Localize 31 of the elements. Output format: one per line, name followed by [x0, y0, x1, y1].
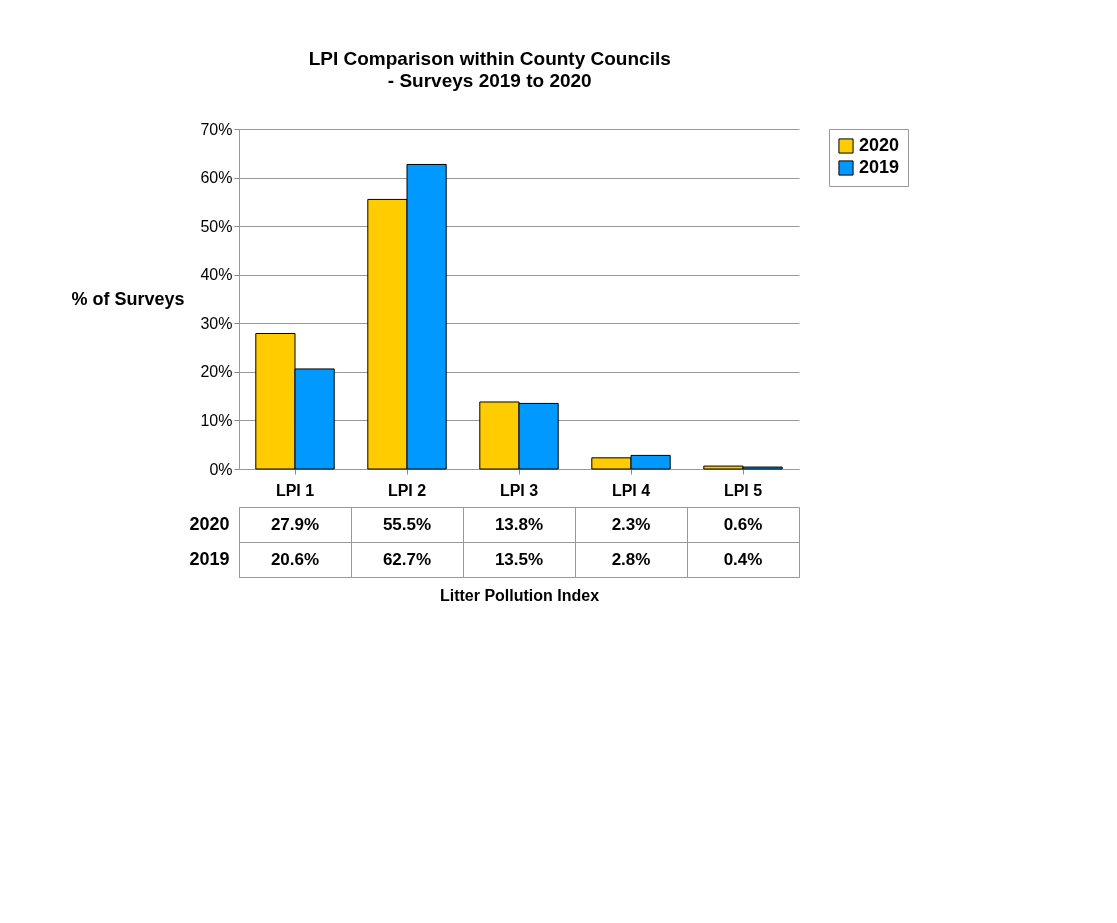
y-tick-label: 10%	[200, 411, 233, 429]
data-label: 55.5%	[382, 514, 432, 534]
x-tick-label: LPI 4	[611, 481, 651, 499]
data-label: 0.4%	[723, 549, 763, 569]
x-tick-label: LPI 2	[387, 481, 427, 499]
x-tick-label: LPI 1	[275, 481, 315, 499]
x-tick-label: LPI 3	[499, 481, 539, 499]
y-tick-label: 60%	[200, 169, 233, 187]
data-label: 13.5%	[494, 549, 544, 569]
data-label: 62.7%	[382, 549, 432, 569]
chart-title: LPI Comparison within County Councils	[308, 48, 671, 69]
data-label: 13.8%	[494, 514, 544, 534]
y-axis-title: % of Surveys	[71, 288, 185, 309]
data-label: 2.3%	[611, 514, 651, 534]
y-tick-label: 50%	[200, 217, 233, 235]
legend-label: 2019	[859, 157, 900, 177]
y-tick-label: 30%	[200, 314, 233, 332]
data-label: 20.6%	[270, 549, 320, 569]
chart-subtitle: - Surveys 2019 to 2020	[387, 70, 592, 91]
y-tick-label: 40%	[200, 266, 233, 284]
x-tick-label: LPI 5	[723, 481, 763, 499]
y-tick-label: 20%	[200, 363, 233, 381]
data-label: 2.8%	[611, 549, 651, 569]
text: 2019	[189, 549, 230, 569]
data-label: 27.9%	[270, 514, 320, 534]
text: 2020	[189, 514, 230, 534]
text: Litter Pollution Index	[439, 586, 600, 604]
y-tick-label: 70%	[200, 120, 233, 138]
y-tick-label: 0%	[209, 460, 233, 478]
data-label: 0.6%	[723, 514, 763, 534]
legend-label: 2020	[859, 135, 900, 155]
